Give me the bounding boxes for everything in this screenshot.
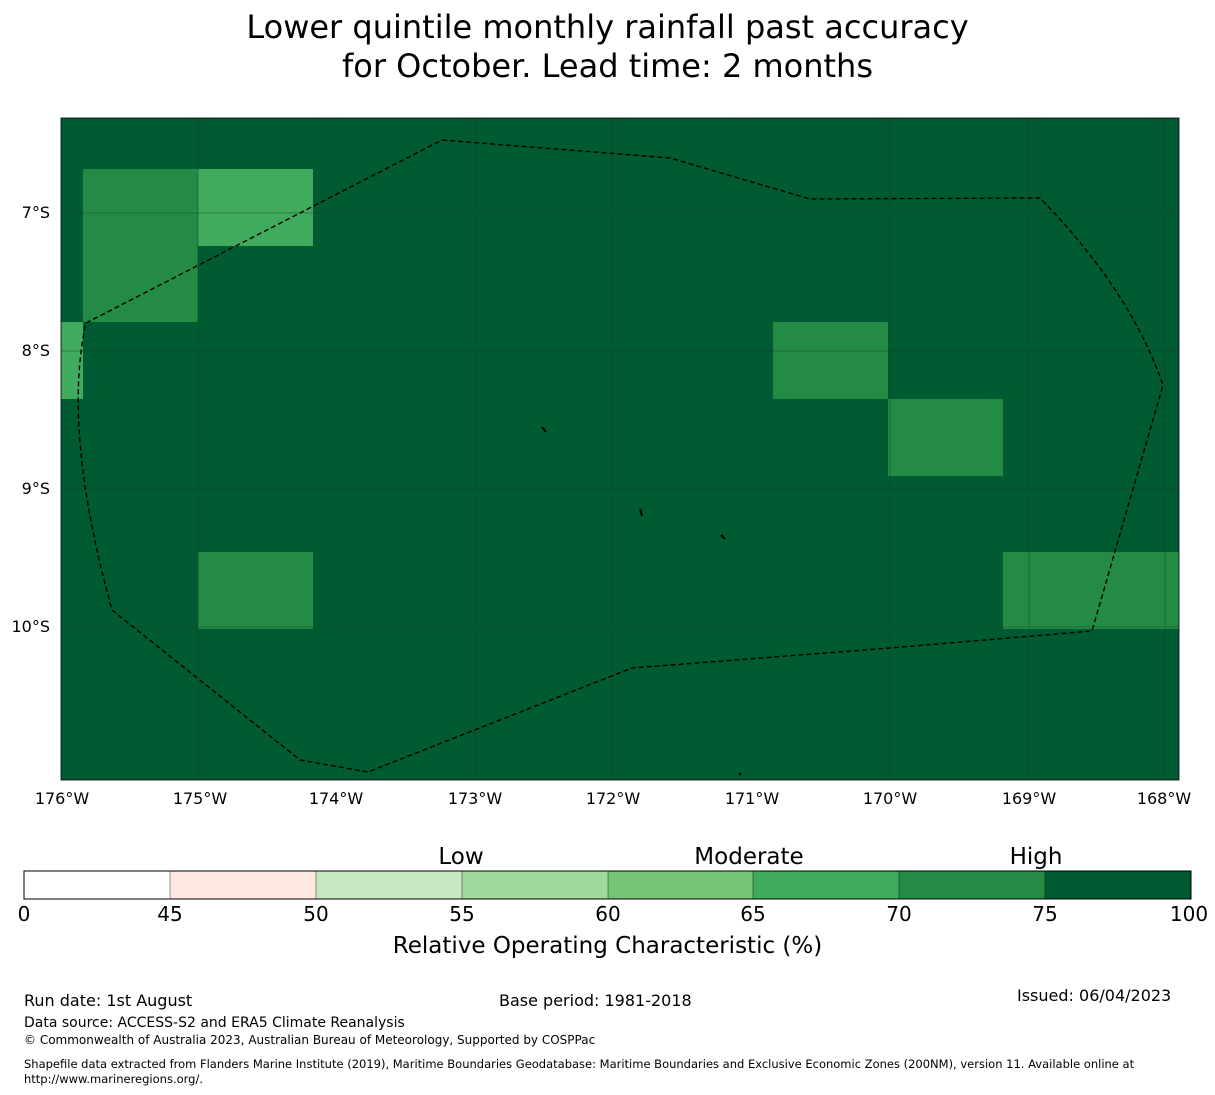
colorbar-segment (1045, 871, 1191, 899)
accuracy-cell (198, 169, 313, 246)
colorbar-tick: 60 (595, 902, 621, 926)
accuracy-cell (198, 552, 313, 629)
colorbar-tick: 50 (303, 902, 329, 926)
lon-label: 171°W (724, 789, 780, 808)
lon-label: 172°W (585, 789, 641, 808)
eez-boundary (77, 139, 1164, 773)
lat-label: 8°S (21, 341, 50, 360)
colorbar (23, 870, 1192, 900)
colorbar-segment (316, 871, 462, 899)
colorbar-tick: 65 (740, 902, 766, 926)
lon-label: 169°W (1001, 789, 1057, 808)
lon-label: 174°W (308, 789, 364, 808)
colorbar-tick: 75 (1032, 902, 1058, 926)
lon-label: 170°W (862, 789, 918, 808)
shapefile-credit: Shapefile data extracted from Flanders M… (24, 1057, 1135, 1086)
colorbar-tick: 45 (157, 902, 183, 926)
colorbar-tick: 100 (1169, 902, 1209, 926)
data-source: Data source: ACCESS-S2 and ERA5 Climate … (24, 1015, 405, 1031)
colorbar-segment (170, 871, 316, 899)
colorbar-axis-label: Relative Operating Characteristic (%) (392, 933, 823, 959)
colorbar-segment (462, 871, 608, 899)
accuracy-cell (888, 399, 1003, 476)
accuracy-cell (83, 169, 198, 322)
accuracy-cell (1003, 552, 1179, 629)
map-frame (60, 117, 1180, 781)
copyright-notice: © Commonwealth of Australia 2023, Austra… (24, 1033, 596, 1047)
lon-label: 168°W (1136, 789, 1192, 808)
accuracy-cell (773, 322, 888, 399)
lon-label: 175°W (172, 789, 228, 808)
accuracy-cell (61, 322, 83, 399)
colorbar-segment (24, 871, 170, 899)
lat-label: 7°S (21, 203, 50, 222)
colorbar-frame (23, 870, 1192, 900)
map-gridlines (61, 118, 1179, 780)
lon-label: 173°W (447, 789, 503, 808)
colorbar-tick: 70 (886, 902, 912, 926)
lat-label: 9°S (21, 479, 50, 498)
colorbar-category-moderate: Moderate (694, 844, 804, 870)
colorbar-category-low: Low (438, 844, 484, 870)
colorbar-tick: 55 (449, 902, 475, 926)
base-period: Base period: 1981-2018 (499, 991, 692, 1010)
island-marks (541, 426, 742, 776)
issued-date: Issued: 06/04/2023 (1017, 986, 1172, 1005)
lon-label: 176°W (34, 789, 90, 808)
lat-label: 10°S (11, 617, 50, 636)
colorbar-category-high: High (1009, 844, 1063, 870)
colorbar-segment (753, 871, 899, 899)
colorbar-segment (608, 871, 753, 899)
run-date: Run date: 1st August (24, 991, 193, 1010)
map-title-line-2: for October. Lead time: 2 months (342, 47, 873, 85)
map-title-line-1: Lower quintile monthly rainfall past acc… (246, 8, 969, 46)
colorbar-tick: 0 (17, 902, 31, 926)
colorbar-segment (899, 871, 1045, 899)
